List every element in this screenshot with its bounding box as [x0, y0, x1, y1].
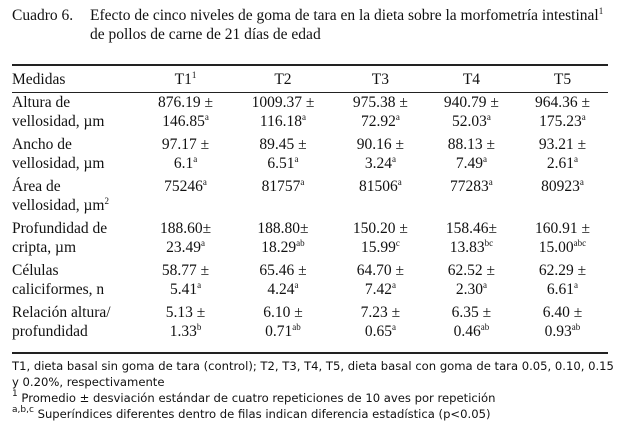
table-cell: 88.13 ±7.49a [447, 136, 496, 172]
table-header-row: Medidas T11 T2 T3 T4 T5 [12, 69, 608, 91]
row-label: Relación altura/profundidad [12, 304, 111, 340]
table-cell: 77283a [450, 177, 493, 196]
column-header-t1: T11 [174, 70, 197, 89]
row-label: Altura de vellosidad, µm [12, 94, 105, 130]
table-cell: 158.46± 13.83bc [445, 220, 497, 256]
column-header-measures: Medidas [12, 71, 66, 88]
column-header-t4: T4 [462, 71, 481, 88]
table-cell: 90.16 ±3.24a [356, 136, 405, 172]
row-label: Profundidad de cripta, µm [12, 220, 108, 256]
caption-line-2: de pollos de carne de 21 días de edad [90, 26, 321, 43]
caption-number: Cuadro 6. [12, 7, 74, 24]
table-cell: 188.60± 23.49a [159, 220, 212, 256]
table-row: Ancho de vellosidad, µm 97.17 ±6.1a 89.45 ±… [12, 134, 608, 176]
footnote-treatments: T1, dieta basal sin goma de tara (contro… [12, 359, 614, 389]
table-row: Área de vellosidad, µm2 75246a 81757a 81506a… [12, 176, 608, 218]
table-cell: 64.70 ±7.42a [356, 262, 405, 298]
table-row: Altura de vellosidad, µm 876.19 ±146.85a 10… [12, 91, 608, 134]
table-cell: 75246a [164, 177, 207, 196]
header-rule [12, 92, 608, 93]
row-label: Ancho de vellosidad, µm [12, 136, 105, 172]
bottom-rule [12, 352, 608, 354]
table-cell: 6.35 ±0.46ab [451, 304, 492, 340]
table-cell: 5.13 ±1.33b [165, 304, 206, 340]
table-caption: Cuadro 6. Efecto de cinco niveles de goma… [12, 6, 616, 44]
table-cell: 6.10 ±0.71ab [263, 304, 303, 340]
caption-line-1: Cuadro 6. Efecto de cinco niveles de goma… [12, 6, 616, 25]
table-cell: 80923a [541, 177, 584, 196]
table-cell: 62.29 ±6.61a [538, 262, 587, 298]
table-cell: 975.38 ±72.92a [352, 94, 408, 130]
top-rule [12, 64, 608, 66]
table-row: Células caliciformes, n 58.77 ±5.41a 65.46 … [12, 260, 608, 302]
table-cell: 188.80± 18.29ab [257, 220, 309, 256]
table-cell: 81506a [359, 177, 402, 196]
table-row: Profundidad de cripta, µm 188.60± 23.49a 188… [12, 218, 608, 260]
table-cell: 93.21 ±2.61a [538, 136, 587, 172]
table-footnotes: T1, dieta basal sin goma de tara (contro… [12, 358, 616, 422]
caption-footnote-mark: 1 [598, 6, 604, 16]
row-label: Células caliciformes, n [12, 262, 105, 298]
table-cell: 964.36 ±175.23a [534, 94, 590, 130]
morphometry-table: Medidas T11 T2 T3 T4 T5 Altura de vellosi… [12, 69, 608, 344]
table-cell: 6.40 ±0.93ab [542, 304, 583, 340]
table-cell: 150.20 ±15.99c [352, 220, 408, 256]
column-header-t2: T2 [274, 71, 292, 88]
footnote-superscripts: a,b,c Superíndices diferentes dentro de … [12, 405, 491, 422]
table-cell: 7.23 ±0.65a [360, 304, 401, 340]
footnote-mean-sd: 1 Promedio ± desviación estándar de cuat… [12, 389, 496, 406]
column-header-t3: T3 [371, 71, 389, 88]
table-cell: 65.46 ±4.24a [259, 262, 307, 298]
caption-title: Efecto de cinco niveles de goma de tara … [90, 7, 599, 24]
table-cell: 876.19 ±146.85a [158, 94, 214, 130]
table-cell: 62.52 ±2.30a [447, 262, 496, 298]
table-cell: 97.17 ±6.1a [161, 136, 210, 172]
table-cell: 81757a [261, 177, 305, 196]
table-cell: 1009.37 ±116.18a [251, 94, 315, 130]
table-cell: 58.77 ±5.41a [161, 262, 210, 298]
row-label: Área de vellosidad, µm2 [12, 178, 109, 214]
table-cell: 160.91 ±15.00abc [534, 220, 590, 256]
table-row: Relación altura/profundidad 5.13 ±1.33b 6.… [12, 302, 608, 344]
table-cell: 89.45 ±6.51a [259, 136, 307, 172]
column-header-t5: T5 [553, 71, 572, 88]
table-cell: 940.79 ±52.03a [443, 94, 499, 130]
